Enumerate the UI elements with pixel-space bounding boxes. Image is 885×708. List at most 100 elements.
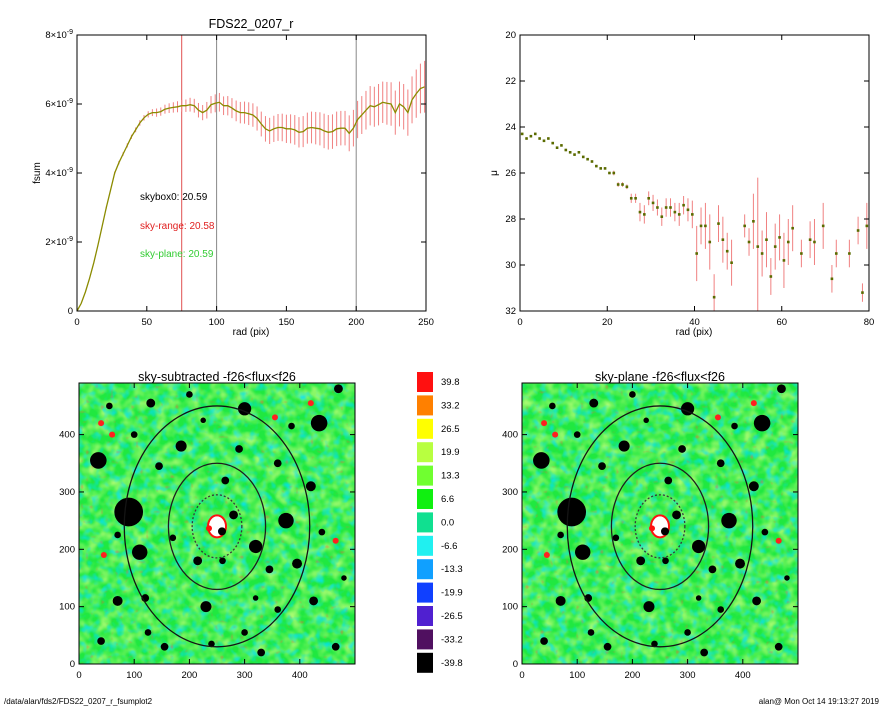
masked-source — [331, 642, 340, 651]
masked-source — [200, 601, 212, 613]
masked-source — [160, 642, 169, 651]
fsum-plot-frame — [76, 34, 427, 312]
colorbar-swatch — [417, 629, 433, 650]
colorbar-label: -39.8 — [441, 658, 463, 669]
fsum-y-tick-label: 6×10-9 — [45, 98, 73, 110]
mu-point — [725, 249, 729, 253]
colorbar-swatch — [417, 652, 433, 673]
masked-source — [310, 414, 328, 432]
masked-source — [533, 452, 550, 469]
mu-point — [656, 206, 659, 209]
mu-point — [595, 164, 598, 168]
mu-point — [865, 224, 869, 228]
mu-x-axis-label: rad (pix) — [676, 327, 713, 338]
mu-x-tick-label: 40 — [689, 317, 700, 328]
mu-point — [599, 167, 603, 170]
mu-point — [673, 210, 677, 214]
mu-point — [682, 203, 685, 207]
map-x-tick-label: 100 — [126, 670, 142, 681]
map-x-tick-label: 300 — [237, 670, 253, 681]
mu-point — [643, 213, 646, 216]
masked-source — [229, 510, 238, 520]
masked-source — [716, 459, 725, 468]
masked-source — [334, 384, 343, 394]
masked-source — [292, 558, 303, 569]
masked-source — [249, 539, 263, 554]
masked-source — [131, 544, 148, 560]
colorbar-swatch — [417, 418, 433, 439]
bright-source — [100, 552, 107, 559]
aperture-ellipse-2 — [123, 405, 311, 648]
colorbar: 39.8 33.2 26.5 19.9 13.3 6.6 0.0 -6.6 -13.3 -19.9… — [417, 372, 463, 673]
aperture-ellipse-2 — [566, 405, 754, 648]
sky-plane-annotation: sky-plane: 20.59 — [140, 249, 214, 260]
mu-point — [551, 141, 555, 145]
masked-source — [252, 595, 259, 601]
mu-point — [573, 153, 576, 156]
colorbar-label: -13.3 — [441, 564, 463, 575]
masked-source — [146, 398, 156, 408]
masked-source — [265, 565, 274, 574]
fsum-x-axis-label: rad (pix) — [233, 327, 270, 338]
fsum-y-tick-label: 2×10-9 — [45, 236, 73, 248]
sky-subtracted-map: sky-subtracted -f26<flux<f26 0 100 200 300 4… — [59, 370, 356, 681]
colorbar-label: 26.5 — [441, 424, 460, 435]
masked-source — [155, 462, 163, 471]
masked-source — [235, 445, 243, 453]
masked-source — [700, 648, 709, 657]
mu-x-tick-label: 20 — [602, 317, 613, 328]
masked-source — [774, 642, 783, 651]
bright-source — [109, 431, 116, 438]
footer-stamp: alan@ Mon Oct 14 19:13:27 2019 — [758, 697, 879, 706]
mu-point — [664, 206, 668, 209]
masked-source — [208, 640, 215, 648]
mu-point — [765, 238, 768, 241]
colorbar-label: -26.5 — [441, 611, 463, 622]
masked-source — [341, 575, 347, 581]
sky-subtracted-title: sky-subtracted -f26<flux<f26 — [138, 370, 296, 384]
mu-point — [638, 210, 642, 214]
mu-point — [691, 213, 694, 216]
masked-source — [274, 606, 282, 613]
mu-point — [717, 222, 720, 225]
map-x-tick-label: 400 — [735, 670, 751, 681]
masked-source — [662, 557, 669, 565]
colorbar-swatch — [417, 465, 433, 486]
masked-source — [752, 596, 762, 606]
mu-point — [647, 197, 650, 200]
mu-x-tick-label: 0 — [517, 317, 522, 328]
mu-y-tick-label: 30 — [505, 260, 516, 271]
aperture-ellipse-0 — [634, 494, 686, 559]
masked-source — [186, 391, 193, 398]
mu-point — [743, 224, 746, 228]
fsum-x-tick-label: 150 — [278, 317, 294, 328]
mu-point — [861, 291, 864, 294]
bright-source — [552, 431, 559, 438]
colorbar-label: -19.9 — [441, 588, 463, 599]
bright-source — [750, 400, 757, 407]
masked-source — [695, 595, 702, 601]
masked-source — [664, 476, 673, 485]
mu-point — [786, 240, 790, 244]
map-x-tick-label: 400 — [292, 670, 308, 681]
mu-point — [848, 252, 851, 255]
masked-source — [717, 606, 725, 613]
bright-source — [271, 414, 278, 421]
masked-source — [589, 398, 599, 408]
mu-y-tick-label: 20 — [505, 30, 516, 41]
mu-point — [752, 220, 755, 223]
masked-source — [112, 595, 123, 606]
mu-point — [538, 137, 541, 140]
map-x-tick-label: 0 — [519, 670, 524, 681]
mu-point — [830, 277, 834, 281]
masked-source — [175, 440, 187, 452]
mu-point — [769, 275, 773, 278]
mu-point — [564, 148, 568, 152]
skybox0-annotation: skybox0: 20.59 — [140, 192, 208, 203]
mu-point — [695, 252, 698, 255]
mu-point — [813, 240, 816, 244]
masked-source — [169, 534, 177, 542]
mu-point — [800, 252, 803, 255]
masked-source — [219, 557, 226, 565]
map-x-tick-label: 0 — [76, 670, 81, 681]
